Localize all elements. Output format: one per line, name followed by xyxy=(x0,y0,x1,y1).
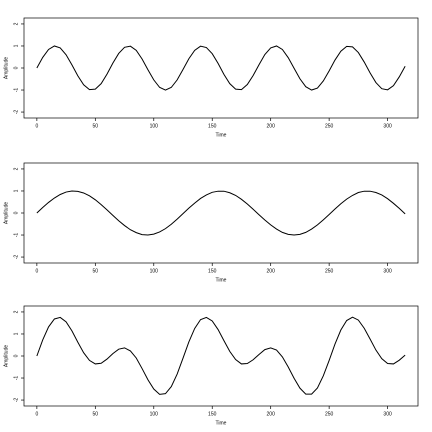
y-tick-label: -1 xyxy=(13,233,19,238)
panel: 0 50 100 150 200 250 300 -2 -1 0 1 2 Time Amplitude xyxy=(3,17,419,138)
x-tick-label: 250 xyxy=(325,411,334,417)
x-tick-label: 50 xyxy=(93,411,99,417)
y-tick-label: 1 xyxy=(13,44,19,47)
y-tick-label: 0 xyxy=(13,66,19,69)
x-tick-label: 50 xyxy=(93,123,99,129)
x-tick-label: 200 xyxy=(267,411,276,417)
y-tick-label: -1 xyxy=(13,376,19,381)
y-tick-label: -2 xyxy=(13,398,19,403)
x-tick-label: 300 xyxy=(383,268,392,274)
y-axis-label: Amplitude xyxy=(3,345,9,367)
y-tick-label: 2 xyxy=(13,167,19,170)
line xyxy=(36,190,406,236)
x-tick-label: 100 xyxy=(150,411,159,417)
x-tick-label: 300 xyxy=(383,411,392,417)
x-axis-label: Time xyxy=(216,132,227,138)
x-axis-label: Time xyxy=(216,420,227,426)
y-tick-label: 2 xyxy=(13,22,19,25)
panel: 0 50 100 150 200 250 300 -2 -1 0 1 2 Time Amplitude xyxy=(3,305,419,426)
x-tick-label: 250 xyxy=(325,268,334,274)
plot-frame xyxy=(23,162,419,264)
y-tick-label: 0 xyxy=(13,211,19,214)
x-tick-label: 100 xyxy=(150,268,159,274)
x-axis-label: Time xyxy=(216,277,227,283)
x-tick-label: 200 xyxy=(267,123,276,129)
line xyxy=(36,316,406,395)
y-tick-label: 2 xyxy=(13,310,19,313)
x-tick-label: 150 xyxy=(208,411,217,417)
x-tick-label: 100 xyxy=(150,123,159,129)
x-tick-label: 300 xyxy=(383,123,392,129)
x-tick-label: 150 xyxy=(208,123,217,129)
x-tick-label: 0 xyxy=(35,123,38,129)
x-tick-label: 0 xyxy=(35,411,38,417)
panel: 0 50 100 150 200 250 300 -2 -1 0 1 2 Time Amplitude xyxy=(3,162,419,283)
y-tick-label: -2 xyxy=(13,255,19,260)
x-tick-label: 200 xyxy=(267,268,276,274)
x-tick-label: 0 xyxy=(35,268,38,274)
x-tick-label: 150 xyxy=(208,268,217,274)
y-axis-label: Amplitude xyxy=(3,57,9,79)
line xyxy=(36,45,406,91)
y-tick-label: 1 xyxy=(13,189,19,192)
y-tick-label: -2 xyxy=(13,110,19,115)
y-tick-label: 0 xyxy=(13,354,19,357)
y-tick-label: -1 xyxy=(13,88,19,93)
x-tick-label: 50 xyxy=(93,268,99,274)
y-tick-label: 1 xyxy=(13,332,19,335)
x-tick-label: 250 xyxy=(325,123,334,129)
y-axis-label: Amplitude xyxy=(3,202,9,224)
